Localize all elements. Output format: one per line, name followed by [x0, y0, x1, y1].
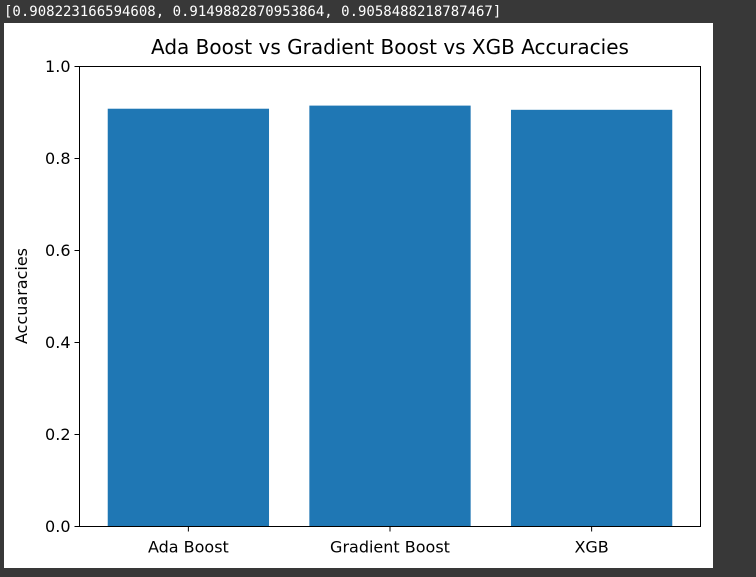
- y-tick-label: 1.0: [45, 57, 70, 76]
- y-tick-label: 0.4: [45, 333, 70, 352]
- bars-group: [107, 105, 673, 527]
- y-axis: 0.0 0.2 0.4 0.6 0.8 1.0: [45, 57, 80, 536]
- y-tick-label: 0.6: [45, 241, 70, 260]
- chart-title: Ada Boost vs Gradient Boost vs XGB Accur…: [151, 35, 629, 59]
- bar-gradient-boost: [309, 105, 471, 527]
- y-tick-label: 0.8: [45, 149, 70, 168]
- x-tick-label: XGB: [574, 538, 608, 557]
- y-tick-label: 0.2: [45, 425, 70, 444]
- y-axis-label: Accuaracies: [12, 248, 31, 344]
- bar-ada-boost: [107, 108, 270, 527]
- x-axis: Ada Boost Gradient Boost XGB: [148, 526, 609, 557]
- chart-figure: Ada Boost vs Gradient Boost vs XGB Accur…: [4, 23, 713, 568]
- x-tick-label: Ada Boost: [148, 538, 229, 557]
- bar-chart: Ada Boost vs Gradient Boost vs XGB Accur…: [12, 35, 701, 557]
- bar-xgb: [510, 109, 673, 527]
- plot-frame: [79, 66, 701, 527]
- y-tick-label: 0.0: [45, 517, 70, 536]
- x-tick-label: Gradient Boost: [330, 538, 450, 557]
- cell-output-text: [0.908223166594608, 0.9149882870953864, …: [4, 4, 502, 20]
